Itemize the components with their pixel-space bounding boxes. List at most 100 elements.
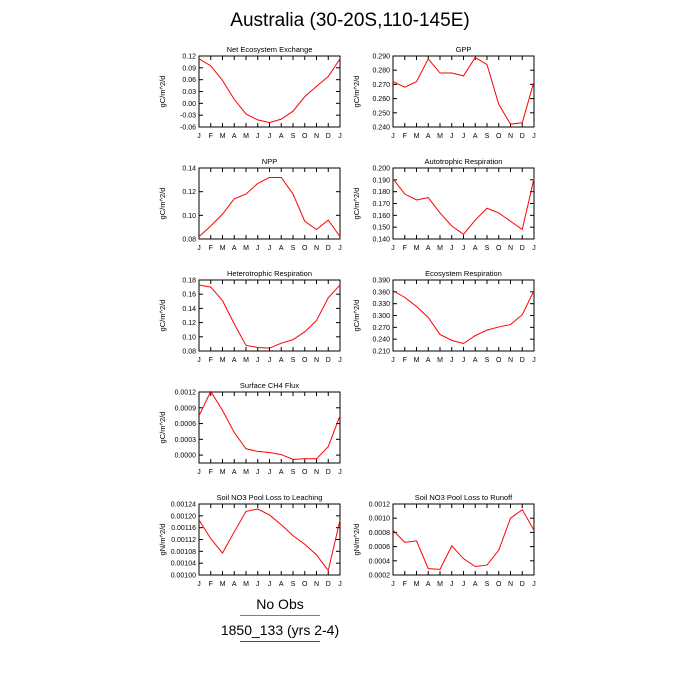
x-tick-label: D: [326, 245, 331, 252]
x-tick-label: J: [450, 133, 454, 140]
y-tick-label: 0.00100: [171, 573, 196, 580]
x-tick-label: M: [437, 581, 443, 588]
x-tick-label: F: [403, 581, 407, 588]
y-tick-label: 0.260: [372, 96, 390, 103]
y-tick-label: 0.00124: [171, 502, 196, 509]
x-tick-label: J: [268, 133, 272, 140]
series-line-heterotrophic-respiration: [198, 284, 341, 349]
x-tick-label: A: [232, 133, 237, 140]
x-tick-label: A: [473, 357, 478, 364]
y-tick-label: 0.00116: [171, 525, 196, 532]
chart-title: Autotrophic Respiration: [425, 157, 503, 166]
y-axis-label: gC/m^2/d: [158, 188, 167, 220]
plot-frame: [392, 279, 535, 352]
x-tick-label: M: [437, 357, 443, 364]
chart-panel-surface-ch4-flux: Surface CH4 Flux gC/m^2/d 0.0012 0.0009 0.00…: [158, 381, 342, 476]
x-tick-label: J: [256, 133, 260, 140]
chart-panel-soil-no3-runoff: Soil NO3 Pool Loss to Runoff gN/m^2/d 0.00…: [352, 493, 536, 588]
x-tick-label: J: [268, 357, 272, 364]
x-tick-label: J: [338, 581, 342, 588]
series-line-gpp: [392, 56, 535, 125]
chart-panel-autotrophic-respiration: Autotrophic Respiration gC/m^2/d 0.200 0.19…: [352, 157, 536, 252]
x-tick-label: D: [520, 581, 525, 588]
x-tick-label: F: [403, 245, 407, 252]
y-tick-label: 0.200: [372, 166, 390, 173]
x-tick-label: M: [414, 133, 420, 140]
x-tick-label: J: [256, 469, 260, 476]
y-tick-label: 0.12: [182, 320, 196, 327]
y-axis-label: gC/m^2/d: [352, 188, 361, 220]
x-tick-label: A: [279, 469, 284, 476]
y-tick-label: 0.03: [182, 89, 196, 96]
y-axis-label: gC/m^2/d: [352, 300, 361, 332]
x-tick-label: M: [243, 133, 249, 140]
x-tick-label: S: [291, 469, 296, 476]
x-tick-label: N: [314, 357, 319, 364]
x-tick-label: F: [209, 357, 213, 364]
y-tick-label: 0.270: [372, 82, 390, 89]
x-tick-label: A: [426, 245, 431, 252]
y-tick-label: 0.08: [182, 237, 196, 244]
x-tick-label: J: [338, 245, 342, 252]
x-tick-label: S: [291, 357, 296, 364]
x-tick-label: M: [243, 245, 249, 252]
x-tick-label: M: [437, 245, 443, 252]
x-tick-label: J: [532, 245, 536, 252]
x-tick-label: F: [209, 133, 213, 140]
x-tick-label: M: [220, 469, 226, 476]
y-tick-label: 0.360: [372, 289, 390, 296]
chart-panel-soil-no3-leaching: Soil NO3 Pool Loss to Leaching gN/m^2/d 0.…: [158, 493, 342, 588]
y-tick-label: 0.0009: [175, 405, 197, 412]
x-tick-label: F: [403, 357, 407, 364]
x-tick-label: D: [326, 581, 331, 588]
y-tick-label: 0.10: [182, 213, 196, 220]
chart-title: GPP: [456, 45, 472, 54]
x-tick-label: O: [496, 245, 502, 252]
y-tick-label: 0.250: [372, 110, 390, 117]
y-tick-label: 0.300: [372, 313, 390, 320]
x-tick-label: J: [532, 133, 536, 140]
x-tick-label: J: [391, 581, 395, 588]
y-tick-label: 0.390: [372, 278, 390, 285]
series-line-autotrophic-respiration: [392, 178, 535, 235]
y-tick-label: 0.150: [372, 225, 390, 232]
x-tick-label: J: [338, 469, 342, 476]
x-tick-label: N: [314, 469, 319, 476]
x-tick-label: J: [532, 581, 536, 588]
x-tick-label: A: [426, 581, 431, 588]
x-tick-label: S: [485, 133, 490, 140]
x-tick-label: N: [508, 357, 513, 364]
legend-line-no-obs: [240, 615, 320, 616]
x-tick-label: S: [291, 581, 296, 588]
x-tick-label: O: [302, 469, 308, 476]
x-tick-label: O: [302, 357, 308, 364]
y-tick-label: -0.06: [180, 125, 196, 132]
x-tick-label: M: [437, 133, 443, 140]
x-tick-label: M: [220, 245, 226, 252]
x-tick-label: N: [508, 581, 513, 588]
y-tick-label: 0.0004: [369, 558, 391, 565]
x-tick-label: A: [279, 245, 284, 252]
x-tick-label: J: [197, 581, 201, 588]
y-tick-label: 0.160: [372, 213, 390, 220]
chart-panel-net-ecosystem-exchange: Net Ecosystem Exchange gC/m^2/d 0.12 0.09 0.…: [158, 45, 342, 140]
y-tick-label: 0.0008: [369, 530, 391, 537]
y-tick-label: 0.210: [372, 349, 390, 356]
x-tick-label: J: [197, 357, 201, 364]
chart-panel-ecosystem-respiration: Ecosystem Respiration gC/m^2/d 0.390 0.360 0…: [352, 269, 536, 364]
series-line-npp: [198, 176, 341, 238]
x-tick-label: O: [496, 133, 502, 140]
y-tick-label: 0.280: [372, 68, 390, 75]
y-tick-label: 0.09: [182, 65, 196, 72]
y-tick-label: 0.06: [182, 77, 196, 84]
x-tick-label: J: [462, 357, 466, 364]
y-tick-label: 0.18: [182, 278, 196, 285]
chart-title: Heterotrophic Respiration: [227, 269, 312, 278]
x-tick-label: S: [291, 133, 296, 140]
x-tick-label: J: [268, 469, 272, 476]
y-axis-label: gN/m^2/d: [158, 524, 167, 556]
x-tick-label: O: [302, 581, 308, 588]
chart-panel-heterotrophic-respiration: Heterotrophic Respiration gC/m^2/d 0.18 0.1…: [158, 269, 342, 364]
y-tick-label: 0.00112: [171, 537, 196, 544]
x-tick-label: M: [414, 245, 420, 252]
